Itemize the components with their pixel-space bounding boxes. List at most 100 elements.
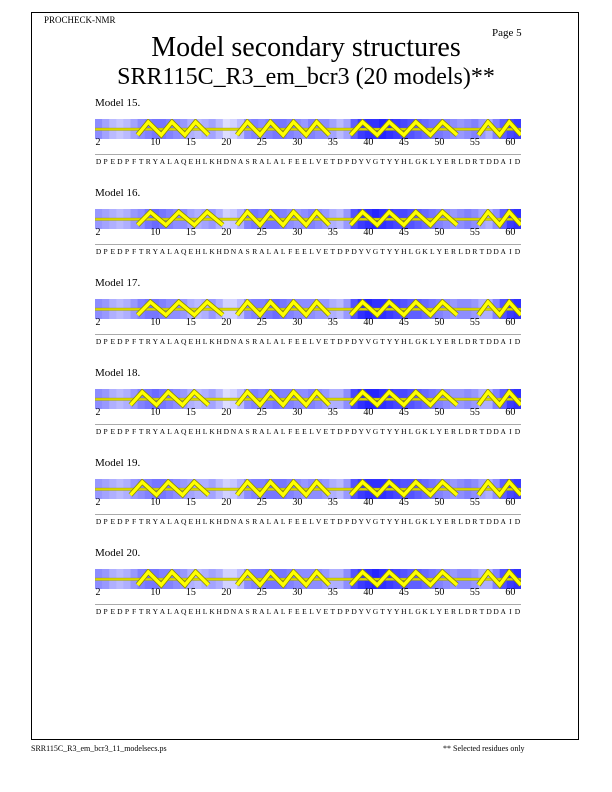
residue-letter: I [509, 427, 512, 436]
helix-segment [235, 209, 331, 228]
residue-letter: Y [394, 247, 400, 256]
helix-segment [349, 209, 459, 228]
residue-letter: L [458, 247, 463, 256]
residue-letter: T [330, 607, 336, 616]
residue-letter: A [273, 517, 279, 526]
residue-letter: D [95, 247, 102, 256]
residue-letter: A [259, 427, 265, 436]
helix-segment [235, 389, 331, 408]
residue-letter: R [472, 427, 478, 436]
footer-note: ** Selected residues only [443, 744, 525, 753]
tick-label: 45 [398, 227, 409, 238]
residue-letter: Y [436, 517, 443, 526]
residue-letter: R [145, 337, 151, 346]
structure-svg [95, 389, 521, 409]
residue-letter: R [252, 337, 258, 346]
tick-label: 15 [185, 497, 196, 508]
residue-letter: G [372, 157, 379, 166]
residue-letter: G [372, 247, 379, 256]
residue-letter: A [273, 607, 279, 616]
residue-letter: P [344, 157, 350, 166]
residue-letter: Q [181, 157, 187, 166]
residue-letter: R [252, 517, 258, 526]
tick-label: 50 [434, 407, 445, 418]
residue-letter: Y [358, 157, 364, 166]
residue-letter: N [230, 427, 237, 436]
residue-letter: L [458, 517, 463, 526]
residue-letter: E [110, 607, 116, 616]
residue-letter: K [209, 247, 215, 256]
residue-letter: D [95, 157, 102, 166]
residue-letter: V [315, 157, 322, 166]
residue-letter: F [131, 337, 137, 346]
residue-letter: T [479, 607, 485, 616]
residue-letter: T [479, 247, 485, 256]
sequence-rule [95, 244, 521, 245]
residue-letter: A [500, 247, 506, 256]
tick-label: 40 [363, 317, 374, 328]
tick-label: 60 [505, 587, 516, 598]
tick-label: 10 [150, 317, 161, 328]
residue-letter: K [422, 337, 428, 346]
residue-letter: D [465, 337, 471, 346]
residue-letter: A [173, 427, 180, 436]
model-label: Model 20. [95, 547, 141, 559]
helix-segment [136, 209, 224, 228]
residue-letter: Y [394, 427, 400, 436]
residue-letter: Q [181, 607, 187, 616]
residue-letter: D [493, 427, 499, 436]
residue-letter: F [131, 427, 137, 436]
tick-label: 50 [434, 587, 445, 598]
tick-label: 20 [221, 497, 232, 508]
residue-letter: D [514, 337, 521, 346]
residue-letter: L [167, 607, 172, 616]
tick-label: 40 [363, 137, 374, 148]
residue-letter: K [422, 157, 428, 166]
residue-letter: A [259, 337, 265, 346]
residue-letter: P [124, 337, 130, 346]
residue-letter: A [237, 517, 244, 526]
residue-letter: E [323, 427, 329, 436]
residue-letter: R [472, 247, 478, 256]
helix-segment [349, 479, 459, 498]
residue-letter: Y [386, 427, 393, 436]
residue-ticks: 2 10 15 20 25 30 35 40 45 50 55 60 [0, 407, 612, 419]
residue-letter: S [245, 337, 250, 346]
residue-letter: R [451, 337, 457, 346]
residue-letter: R [451, 427, 457, 436]
tick-label: 10 [150, 227, 161, 238]
tick-label: 25 [256, 227, 267, 238]
residue-letter: I [509, 517, 512, 526]
residue-letter: L [458, 157, 463, 166]
residue-letter: D [493, 247, 499, 256]
residue-letter: T [380, 247, 385, 256]
residue-letter: G [372, 607, 379, 616]
residue-letter: Y [436, 157, 443, 166]
residue-letter: V [315, 337, 322, 346]
residue-letter: E [302, 517, 307, 526]
residue-letter: L [309, 247, 314, 256]
residue-letter: H [216, 247, 222, 256]
residue-letter: Y [436, 607, 443, 616]
residue-letter: D [465, 427, 471, 436]
residue-letter: F [131, 517, 137, 526]
residue-letter: D [223, 247, 230, 256]
residue-letter: D [351, 337, 357, 346]
residue-letter: Y [394, 607, 400, 616]
residue-letter: L [429, 247, 435, 256]
tick-label: 30 [292, 407, 303, 418]
helix-segment [349, 569, 459, 588]
residue-letter: T [138, 247, 144, 256]
residue-letter: T [330, 247, 336, 256]
tick-label: 30 [292, 227, 303, 238]
residue-letter: E [323, 517, 329, 526]
residue-letter: R [145, 607, 151, 616]
residue-letter: N [230, 607, 237, 616]
residue-letter: D [117, 517, 123, 526]
residue-letter: P [103, 337, 108, 346]
residue-letter: E [302, 427, 307, 436]
structure-track [95, 209, 521, 229]
structure-track [95, 479, 521, 499]
helix-segment [136, 119, 210, 138]
